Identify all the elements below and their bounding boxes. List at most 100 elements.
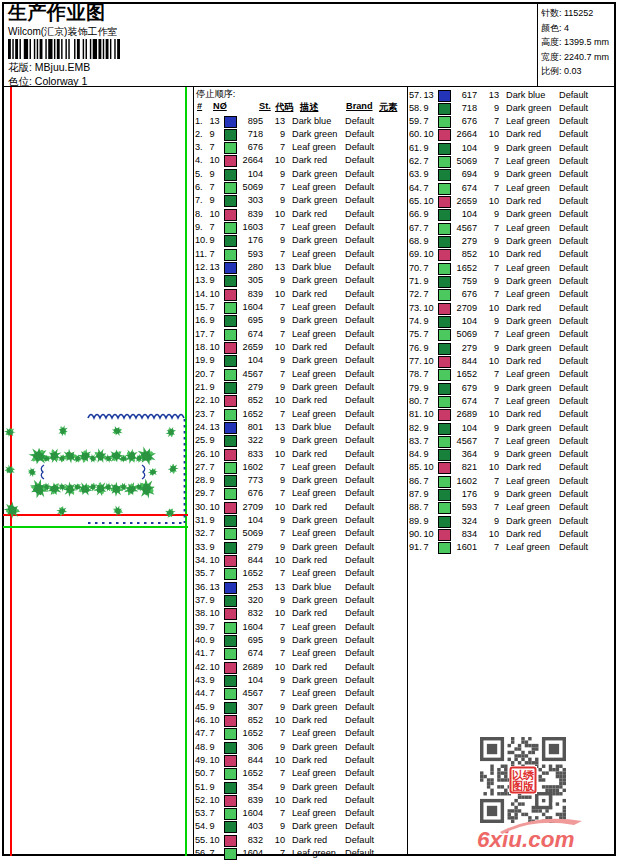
table-row: 78.716527Leaf greenDefault bbox=[407, 368, 618, 381]
table-row: 68.92799Dark greenDefault bbox=[407, 235, 618, 248]
table-row: 35.716527Leaf greenDefault bbox=[193, 567, 407, 580]
table-row: 27.716027Leaf greenDefault bbox=[193, 461, 407, 474]
table-row: 4.10266410Dark redDefault bbox=[193, 154, 407, 167]
table-row: 53.716047Leaf greenDefault bbox=[193, 807, 407, 820]
table-row: 9.716037Leaf greenDefault bbox=[193, 221, 407, 234]
table-row: 32.750697Leaf greenDefault bbox=[193, 527, 407, 540]
section-label: 停止顺序: bbox=[196, 88, 235, 100]
table-row: 41.76747Leaf greenDefault bbox=[193, 647, 407, 660]
table-row: 58.97189Dark greenDefault bbox=[407, 102, 618, 115]
table-row: 67.745677Leaf greenDefault bbox=[407, 222, 618, 235]
table-row: 72.76767Leaf greenDefault bbox=[407, 288, 618, 301]
page-title: 生产作业图 bbox=[8, 3, 106, 23]
svg-text:以绣: 以绣 bbox=[512, 769, 535, 781]
table-row: 83.745677Leaf greenDefault bbox=[407, 435, 618, 448]
table-row: 79.96799Dark greenDefault bbox=[407, 382, 618, 395]
table-row: 34.1084410Dark redDefault bbox=[193, 554, 407, 567]
info-2: 高度: 1399.5 mm bbox=[541, 36, 609, 49]
table-row: 36.1325313Dark blueDefault bbox=[193, 581, 407, 594]
info-1: 颜色: 4 bbox=[541, 22, 569, 35]
table-row: 6.750697Leaf greenDefault bbox=[193, 181, 407, 194]
table-row: 47.716527Leaf greenDefault bbox=[193, 727, 407, 740]
col-1: NØ bbox=[213, 101, 227, 111]
table-row: 54.94039Dark greenDefault bbox=[193, 820, 407, 833]
table-row: 87.91769Dark greenDefault bbox=[407, 488, 618, 501]
table-row: 80.76747Leaf greenDefault bbox=[407, 395, 618, 408]
table-row: 20.745677Leaf greenDefault bbox=[193, 368, 407, 381]
table-row: 49.1084410Dark redDefault bbox=[193, 754, 407, 767]
table-row: 31.91049Dark greenDefault bbox=[193, 514, 407, 527]
table-row: 37.93209Dark greenDefault bbox=[193, 594, 407, 607]
table-row: 62.750697Leaf greenDefault bbox=[407, 155, 618, 168]
production-sheet-page: 生产作业图 Wilcom(汇京)装饰工作室 花版: MBjuu.EMB 色位: … bbox=[0, 0, 620, 860]
col-4: 描述 bbox=[300, 101, 318, 114]
table-row: 2.97189Dark greenDefault bbox=[193, 128, 407, 141]
table-row: 55.1083210Dark redDefault bbox=[193, 834, 407, 847]
info-3: 宽度: 2240.7 mm bbox=[541, 51, 609, 64]
table-row: 42.10268910Dark redDefault bbox=[193, 661, 407, 674]
table-row: 88.75937Leaf greenDefault bbox=[407, 501, 618, 514]
table-row: 46.1085210Dark redDefault bbox=[193, 714, 407, 727]
table-row: 84.93649Dark greenDefault bbox=[407, 448, 618, 461]
table-row: 52.1083910Dark redDefault bbox=[193, 794, 407, 807]
table-row: 69.1085210Dark redDefault bbox=[407, 248, 618, 261]
table-row: 56.716047Leaf greenDefault bbox=[193, 847, 407, 860]
table-row: 50.716527Leaf greenDefault bbox=[193, 767, 407, 780]
table-row: 19.91049Dark greenDefault bbox=[193, 354, 407, 367]
table-row: 61.91049Dark greenDefault bbox=[407, 142, 618, 155]
table-row: 12.1328013Dark blueDefault bbox=[193, 261, 407, 274]
table-row: 29.76767Leaf greenDefault bbox=[193, 487, 407, 500]
table-row: 81.10268910Dark redDefault bbox=[407, 408, 618, 421]
table-row: 48.93069Dark greenDefault bbox=[193, 741, 407, 754]
table-row: 86.716027Leaf greenDefault bbox=[407, 475, 618, 488]
table-row: 23.716527Leaf greenDefault bbox=[193, 408, 407, 421]
table-row: 60.10266410Dark redDefault bbox=[407, 128, 618, 141]
table-row: 13.93059Dark greenDefault bbox=[193, 274, 407, 287]
table-row: 65.10265910Dark redDefault bbox=[407, 195, 618, 208]
barcode bbox=[8, 39, 120, 59]
table-row: 77.1084410Dark redDefault bbox=[407, 355, 618, 368]
table-row: 24.1380113Dark blueDefault bbox=[193, 421, 407, 434]
table-row: 89.93249Dark greenDefault bbox=[407, 515, 618, 528]
table-row: 44.745677Leaf greenDefault bbox=[193, 687, 407, 700]
table-row: 71.97599Dark greenDefault bbox=[407, 275, 618, 288]
table-row: 38.1083210Dark redDefault bbox=[193, 607, 407, 620]
table-row: 15.716047Leaf greenDefault bbox=[193, 301, 407, 314]
stop-sequence-table-left: 停止顺序:#NØSt.代码描述Brand元素1.1389513Dark blue… bbox=[193, 87, 407, 856]
table-row: 40.96959Dark greenDefault bbox=[193, 634, 407, 647]
table-row: 66.91049Dark greenDefault bbox=[407, 208, 618, 221]
table-row: 45.93079Dark greenDefault bbox=[193, 701, 407, 714]
table-row: 57.1361713Dark blueDefault bbox=[407, 89, 618, 102]
info-4: 比例: 0.03 bbox=[541, 65, 582, 78]
col-5: Brand bbox=[346, 101, 373, 111]
studio-name: Wilcom(汇京)装饰工作室 bbox=[8, 26, 117, 37]
table-row: 5.91049Dark greenDefault bbox=[193, 168, 407, 181]
design-preview bbox=[2, 87, 193, 856]
watermark-swoosh bbox=[474, 810, 586, 836]
table-row: 82.91049Dark greenDefault bbox=[407, 422, 618, 435]
table-row: 43.91049Dark greenDefault bbox=[193, 674, 407, 687]
table-row: 91.716017Leaf greenDefault bbox=[407, 541, 618, 554]
info-0: 针数: 115252 bbox=[541, 7, 593, 20]
table-row: 26.1083310Dark redDefault bbox=[193, 448, 407, 461]
table-row: 63.96949Dark greenDefault bbox=[407, 168, 618, 181]
col-0: # bbox=[197, 101, 202, 111]
table-row: 74.91049Dark greenDefault bbox=[407, 315, 618, 328]
col-6: 元素 bbox=[379, 101, 397, 114]
table-row: 3.76767Leaf greenDefault bbox=[193, 141, 407, 154]
table-row: 70.716527Leaf greenDefault bbox=[407, 262, 618, 275]
svg-text:图版: 图版 bbox=[512, 780, 535, 792]
table-row: 64.76747Leaf greenDefault bbox=[407, 182, 618, 195]
table-row: 10.91769Dark greenDefault bbox=[193, 234, 407, 247]
table-row: 39.716047Leaf greenDefault bbox=[193, 621, 407, 634]
table-row: 28.97739Dark greenDefault bbox=[193, 474, 407, 487]
table-row: 25.93229Dark greenDefault bbox=[193, 434, 407, 447]
table-row: 18.10265910Dark redDefault bbox=[193, 341, 407, 354]
design-info-box: 针数: 115252 颜色: 4高度: 1399.5 mm 宽度: 2240.7 m… bbox=[537, 2, 617, 87]
table-row: 7.93039Dark greenDefault bbox=[193, 194, 407, 207]
pattern-file: 花版: MBjuu.EMB bbox=[8, 61, 90, 75]
table-row: 90.1083410Dark redDefault bbox=[407, 528, 618, 541]
table-row: 22.1085210Dark redDefault bbox=[193, 394, 407, 407]
table-row: 75.750697Leaf greenDefault bbox=[407, 328, 618, 341]
table-row: 1.1389513Dark blueDefault bbox=[193, 115, 407, 128]
